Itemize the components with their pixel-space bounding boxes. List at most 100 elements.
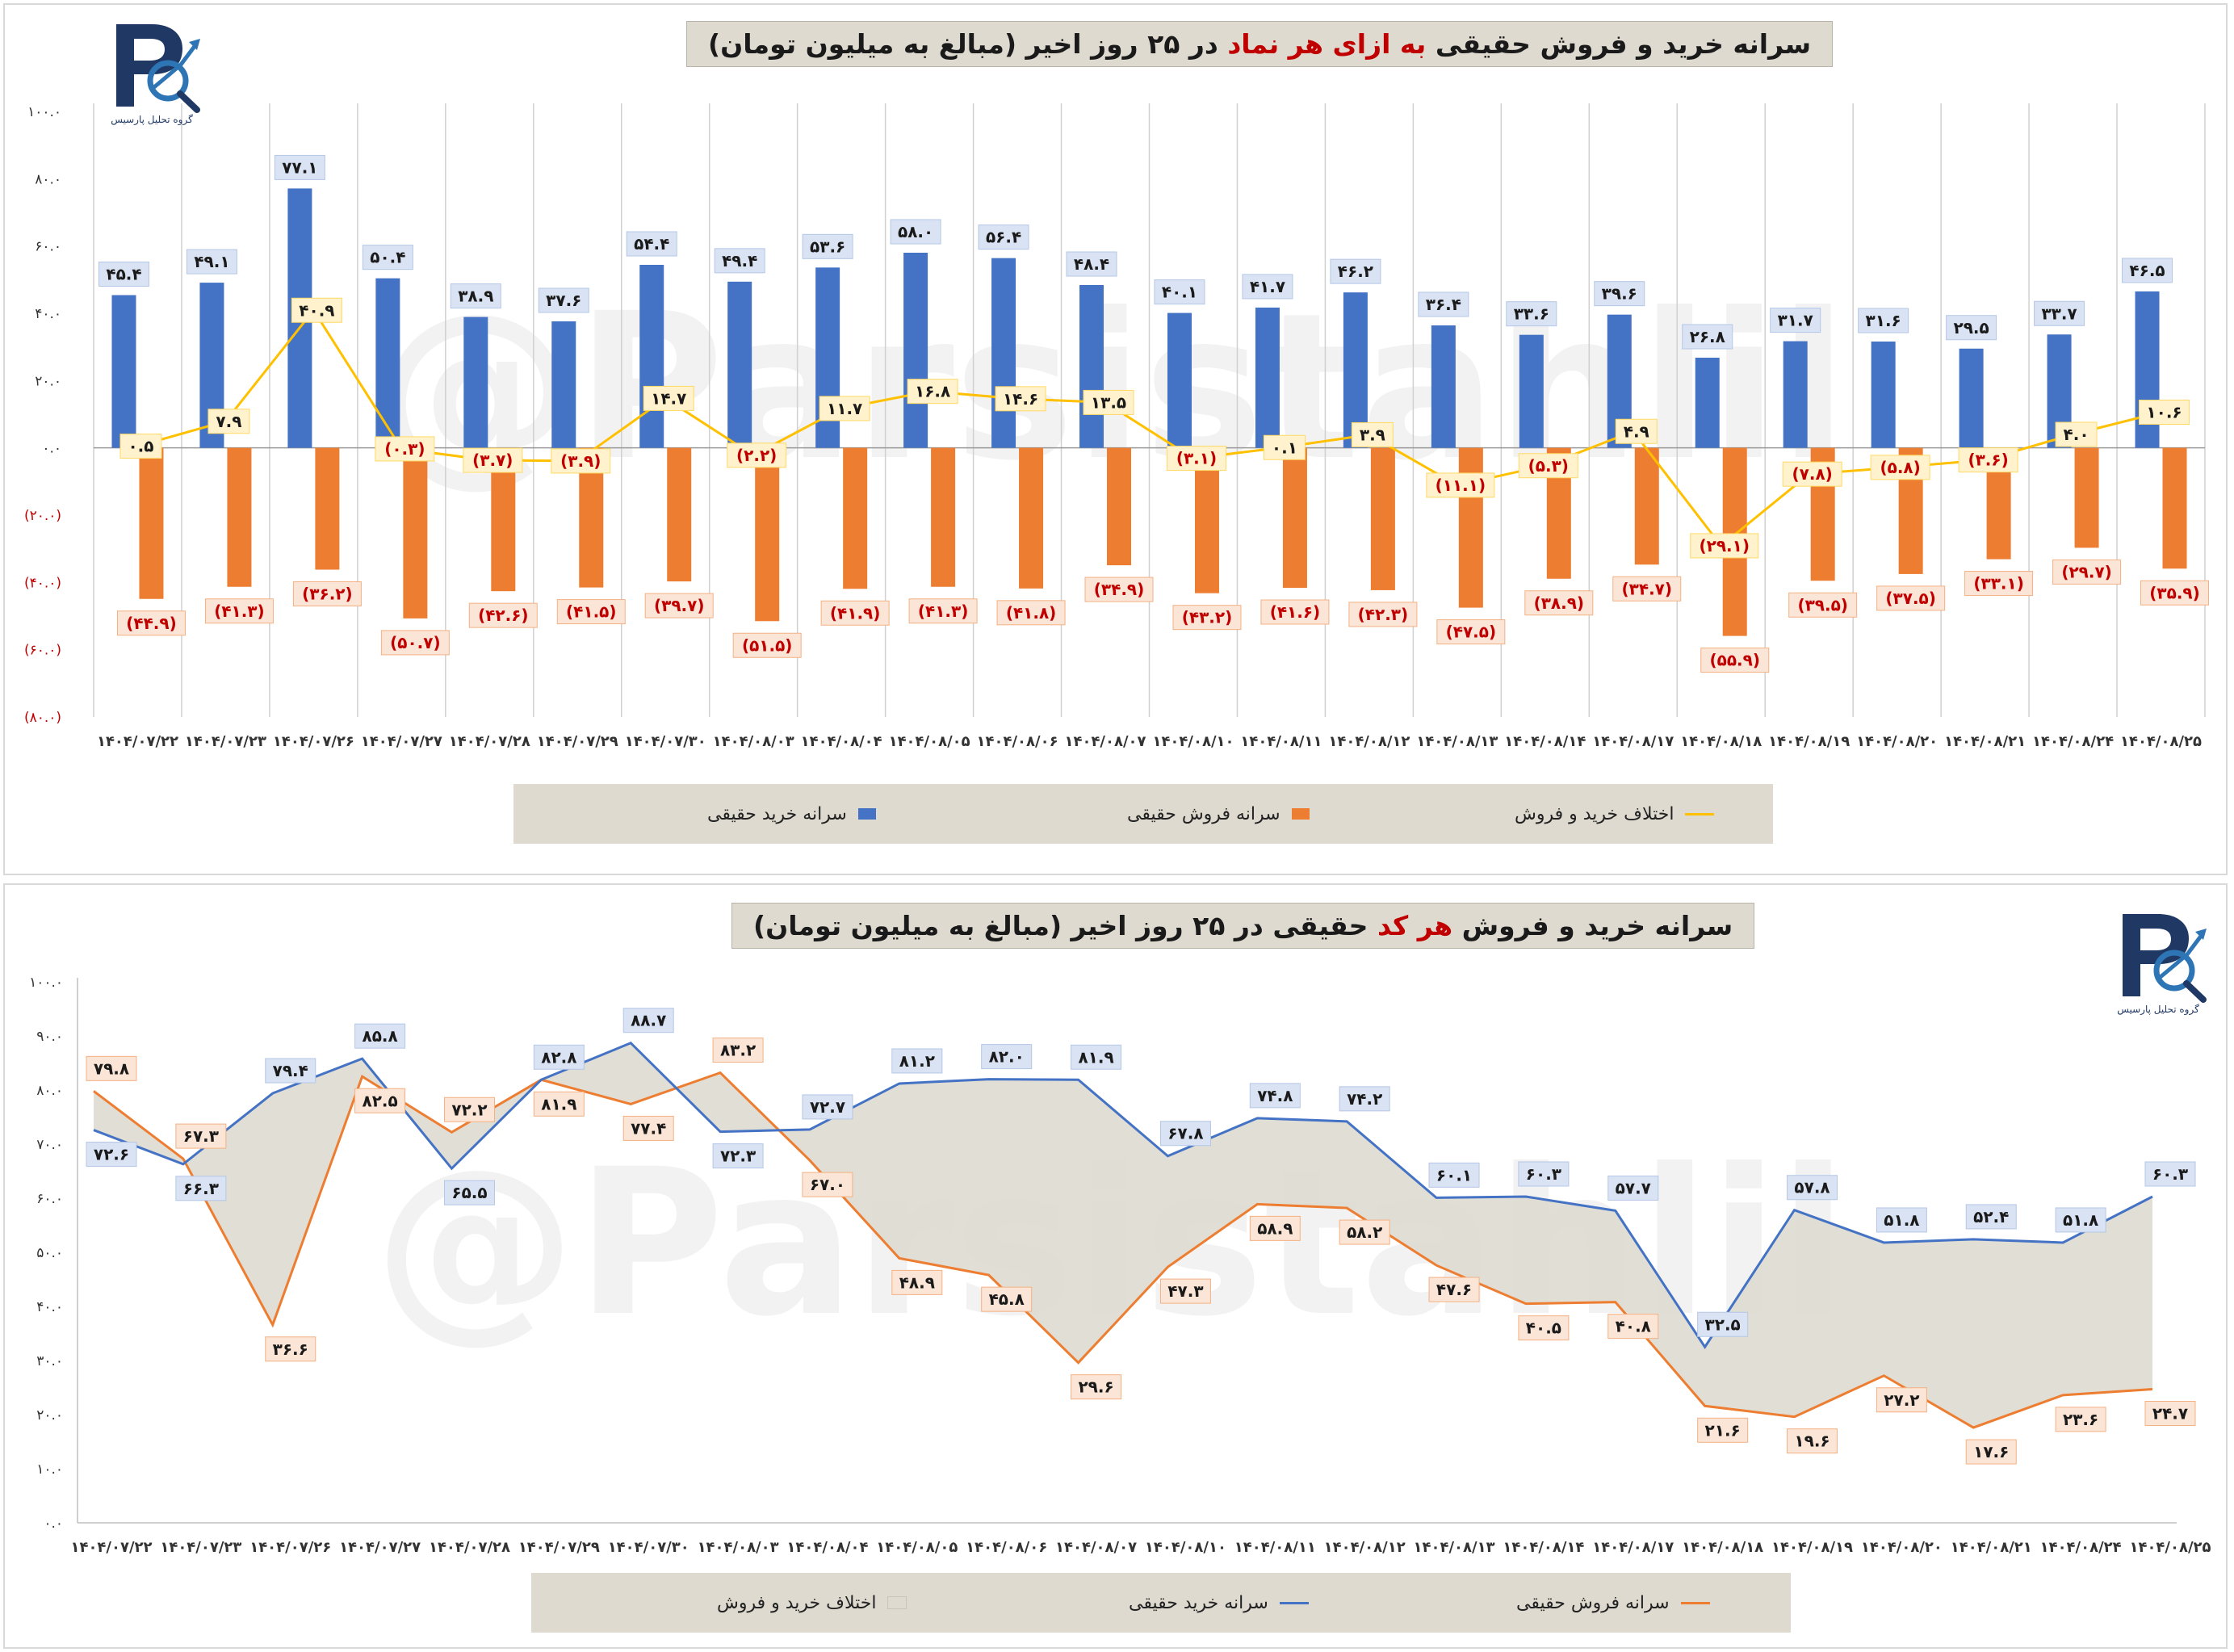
x-tick-label: ۱۴۰۴/۰۸/۱۹ — [1771, 1539, 1853, 1556]
sell-data-label: ۱۹.۶ — [1787, 1428, 1838, 1454]
logo-caption: گروه تحلیل پارسیس — [111, 114, 193, 126]
buy-data-label: ۳۸.۹ — [450, 283, 501, 309]
buy-data-label: ۶۰.۳ — [1518, 1161, 1570, 1187]
buy-data-label-text: ۸۵.۸ — [362, 1026, 397, 1046]
top-legend: سرانه خرید حقیقی سرانه فروش حقیقی اختلاف… — [513, 784, 1773, 844]
legend-item-diff: اختلاف خرید و فروش — [1515, 784, 1715, 844]
sell-data-label: (۴۳.۲) — [1172, 605, 1242, 631]
diff-data-label-box — [1351, 421, 1394, 447]
sell-data-label-box — [1607, 1314, 1659, 1340]
sell-data-label-box — [1172, 605, 1242, 631]
sell-data-label-box — [2140, 580, 2210, 606]
sell-data-label-box — [354, 1088, 406, 1113]
buy-data-label-text: ۷۹.۴ — [273, 1061, 308, 1080]
sell-bar — [1194, 447, 1219, 593]
diff-data-label-box — [207, 409, 250, 434]
buy-data-label: ۳۱.۶ — [1858, 308, 1909, 333]
buy-data-label: ۷۴.۲ — [1339, 1086, 1390, 1112]
sell-data-label: (۴۲.۳) — [1348, 602, 1418, 627]
sell-data-label-text: (۴۲.۳) — [1358, 605, 1409, 624]
diff-data-label-box — [1426, 472, 1495, 498]
sell-data-label-box — [116, 610, 186, 636]
buy-data-label-text: ۳۸.۹ — [458, 287, 493, 306]
sell-data-label: (۴۱.۹) — [820, 600, 890, 626]
sell-data-label-box — [996, 600, 1066, 626]
sell-bar — [1458, 447, 1483, 608]
buy-data-label-box — [1330, 258, 1381, 284]
y-tick-label: ۹۰.۰ — [36, 1029, 63, 1045]
buy-data-label-box — [1682, 324, 1733, 350]
sell-data-label-box — [1788, 592, 1858, 618]
y-tick-label: ۳۰.۰ — [36, 1353, 63, 1369]
buy-data-label-text: ۸۱.۲ — [899, 1051, 935, 1071]
x-tick-label: ۱۴۰۴/۰۸/۰۵ — [889, 733, 970, 750]
buy-bar — [1343, 292, 1368, 448]
sell-bar — [2074, 447, 2099, 548]
sell-data-label-text: (۳۹.۷) — [654, 596, 705, 615]
y-tick-label: ۰.۰ — [44, 1516, 63, 1532]
sell-data-label-text: (۵۰.۷) — [390, 633, 441, 652]
sell-data-label-box — [1339, 1219, 1390, 1245]
sell-data-label-text: ۴۰.۸ — [1616, 1317, 1651, 1336]
buy-data-label-box — [186, 249, 237, 275]
buy-data-label-text: ۷۲.۶ — [94, 1145, 129, 1164]
buy-line — [93, 1041, 2153, 1349]
sell-data-label-text: ۷۷.۴ — [631, 1118, 666, 1138]
x-tick-label: ۱۴۰۴/۰۷/۲۳ — [160, 1539, 241, 1556]
buy-data-label: ۵۱.۸ — [1876, 1207, 1927, 1233]
buy-data-label: ۵۳.۶ — [802, 233, 853, 259]
x-tick-label: ۱۴۰۴/۰۷/۲۸ — [429, 1539, 510, 1556]
buy-data-label-box — [1249, 1083, 1301, 1109]
buy-data-label-text: ۷۲.۷ — [810, 1097, 845, 1117]
buy-data-label: ۴۸.۴ — [1066, 251, 1117, 277]
buy-data-label-box — [538, 287, 589, 313]
x-tick-label: ۱۴۰۴/۰۷/۲۹ — [518, 1539, 600, 1556]
bottom-legend: اختلاف خرید و فروش سرانه خرید حقیقی سران… — [531, 1573, 1791, 1633]
sell-data-label: (۵۱.۵) — [732, 632, 802, 658]
buy-bar — [463, 317, 488, 448]
diff-data-label-box — [2139, 400, 2190, 425]
diff-data-label-box — [1518, 453, 1578, 479]
buy-data-label-box — [1071, 1044, 1122, 1070]
buy-data-label-box — [1518, 1161, 1570, 1187]
sell-data-label-box — [2144, 1401, 2196, 1427]
buy-data-label: ۸۱.۲ — [891, 1048, 943, 1074]
sell-bar — [1634, 447, 1659, 565]
title-part: سرانه خرید و فروش — [1452, 910, 1733, 941]
buy-data-label-text: ۵۱.۸ — [1884, 1210, 1919, 1230]
diff-data-label-text: (۳.۱) — [1176, 449, 1217, 468]
sell-bar — [227, 447, 252, 587]
title-highlight: به ازای هر نماد — [1227, 28, 1427, 60]
x-tick-label: ۱۴۰۴/۰۷/۲۷ — [339, 1539, 421, 1556]
buy-data-label-text: ۶۰.۳ — [2152, 1164, 2188, 1184]
sell-data-label: (۳۹.۵) — [1788, 592, 1858, 618]
sell-data-label: ۸۳.۲ — [712, 1038, 764, 1063]
sell-data-label-box — [2055, 1407, 2106, 1432]
y-tick-label: ۰.۰ — [42, 441, 61, 457]
sell-data-label-text: (۴۱.۳) — [918, 602, 969, 621]
buy-data-label: ۵۲.۴ — [1965, 1204, 2017, 1230]
buy-data-label-box — [626, 231, 677, 257]
sell-data-label-text: ۲۷.۲ — [1884, 1390, 1919, 1410]
y-tick-label: ۵۰.۰ — [36, 1245, 63, 1261]
sell-data-label: (۴۱.۸) — [996, 600, 1066, 626]
buy-bar — [1167, 312, 1192, 448]
sell-data-label-box — [380, 630, 450, 656]
diff-data-label-box — [551, 448, 611, 474]
buy-data-label: ۵۰.۴ — [362, 245, 413, 270]
sell-data-label-text: ۴۷.۶ — [1436, 1280, 1472, 1299]
diff-data-label-box — [2055, 421, 2098, 447]
buy-data-label: ۳۶.۴ — [1418, 291, 1469, 317]
diff-data-label: ۴.۹ — [1615, 418, 1658, 444]
diff-data-label-text: (۳.۹) — [560, 451, 601, 471]
buy-data-label: ۵۷.۷ — [1607, 1175, 1659, 1201]
x-tick-label: ۱۴۰۴/۰۸/۱۷ — [1592, 1539, 1674, 1556]
buy-data-label-box — [1876, 1207, 1927, 1233]
sell-data-label-text: ۶۷.۰ — [810, 1175, 845, 1194]
sell-data-label: (۳۶.۲) — [292, 581, 362, 606]
sell-data-label: ۸۱.۹ — [533, 1091, 585, 1117]
sell-data-label-text: (۵۵.۹) — [1709, 651, 1760, 670]
sell-data-label-text: (۴۲.۶) — [478, 606, 529, 625]
buy-data-label-text: ۶۷.۸ — [1167, 1124, 1203, 1143]
diff-data-label: ۰.۱ — [1263, 434, 1306, 460]
